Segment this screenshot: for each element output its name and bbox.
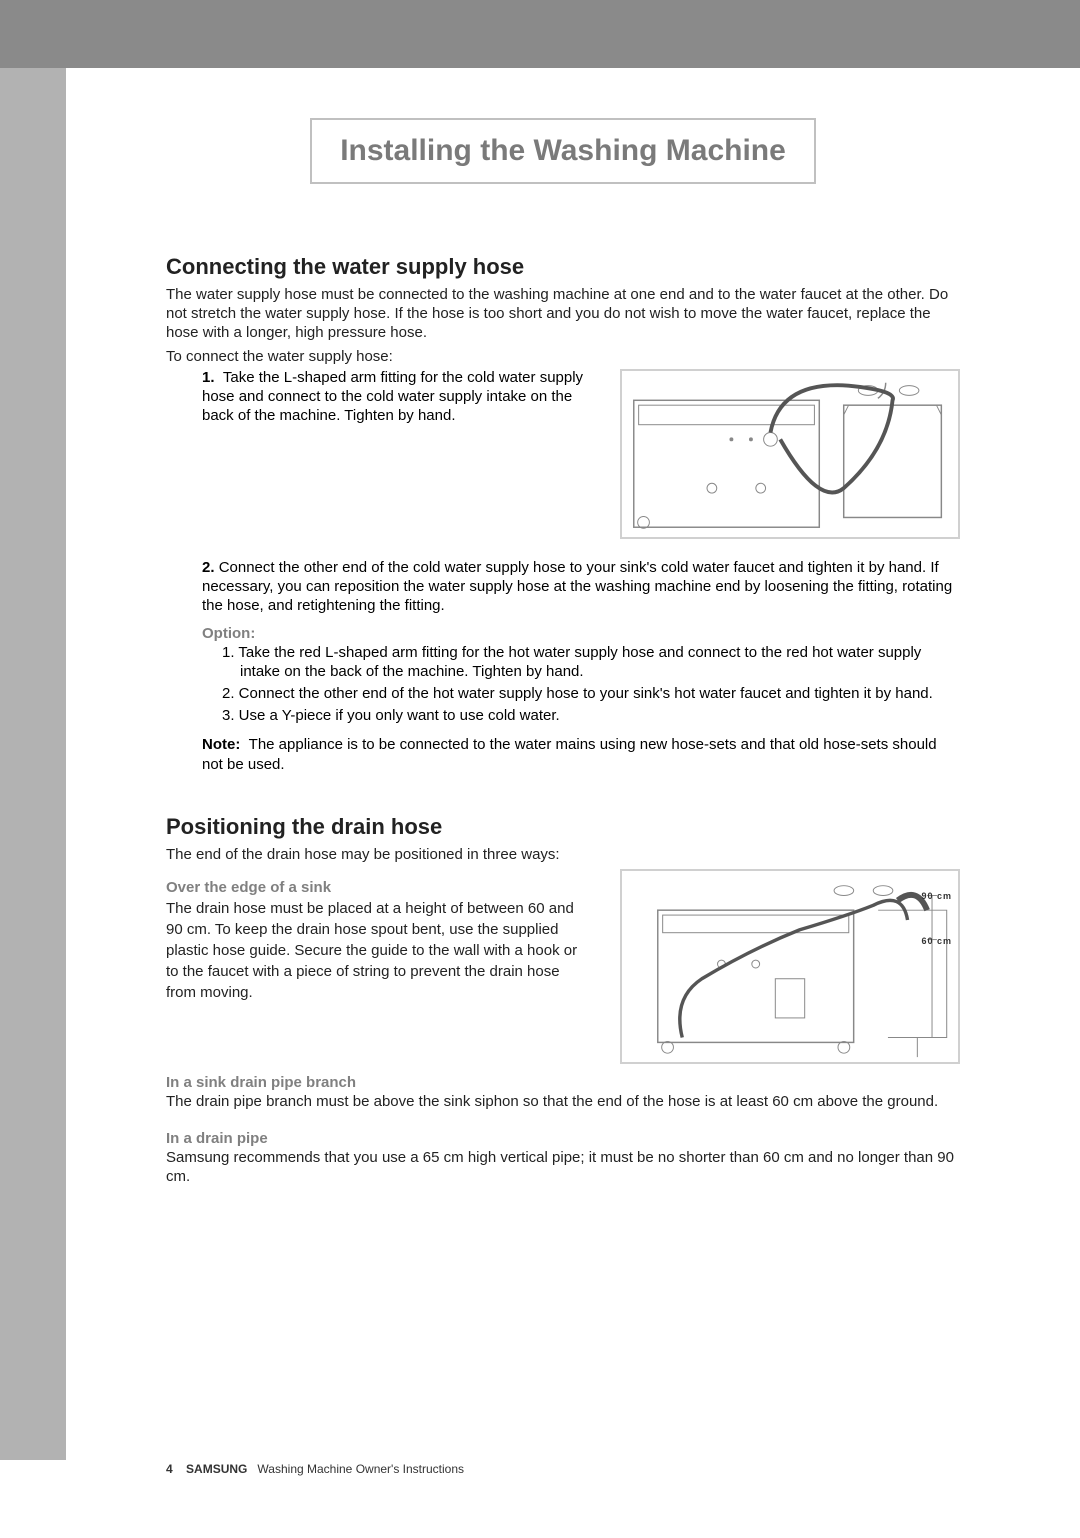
section2-intro: The end of the drain hose may be positio… [166, 846, 960, 865]
p-sink-branch: The drain pipe branch must be above the … [166, 1093, 960, 1112]
h3-over-sink: Over the edge of a sink [166, 879, 590, 896]
p-drain-pipe: Samsung recommends that you use a 65 cm … [166, 1149, 960, 1187]
left-gray-band [0, 68, 66, 1460]
label-60cm: 60 cm [921, 936, 952, 946]
figure-water-supply [620, 369, 960, 539]
label-90cm: 90 cm [921, 891, 952, 901]
note-label: Note: [202, 736, 240, 753]
section-drain-hose: Positioning the drain hose The end of th… [166, 814, 960, 1186]
section2-heading: Positioning the drain hose [166, 814, 960, 840]
footer-tail: Washing Machine Owner's Instructions [257, 1462, 464, 1476]
option-2: 2. Connect the other end of the hot wate… [222, 685, 960, 704]
page-content: Installing the Washing Machine Connectin… [66, 68, 1050, 1508]
footer-line: 4 SAMSUNG Washing Machine Owner's Instru… [166, 1462, 464, 1476]
drain-row: Over the edge of a sink The drain hose m… [166, 869, 960, 1064]
figure-drain-hose: 90 cm 60 cm [620, 869, 960, 1064]
option-list: 1. Take the red L-shaped arm fitting for… [166, 644, 960, 725]
step2-text: Connect the other end of the cold water … [202, 559, 952, 614]
section1-lead: To connect the water supply hose: [166, 348, 960, 367]
option-3: 3. Use a Y-piece if you only want to use… [222, 707, 960, 726]
step1-text-wrap: 1. Take the L-shaped arm fitting for the… [166, 369, 600, 539]
section-water-supply: Connecting the water supply hose The wat… [166, 254, 960, 774]
step1-item: 1. Take the L-shaped arm fitting for the… [166, 369, 600, 425]
p-over-sink: The drain hose must be placed at a heigh… [166, 898, 590, 1003]
page-number: 4 [166, 1462, 173, 1476]
h3-drain-pipe: In a drain pipe [166, 1130, 960, 1147]
h3-sink-branch: In a sink drain pipe branch [166, 1074, 960, 1091]
section1-intro: The water supply hose must be connected … [166, 286, 960, 342]
section1-heading: Connecting the water supply hose [166, 254, 960, 280]
drain-diagram-svg [622, 871, 958, 1062]
page-title: Installing the Washing Machine [340, 134, 786, 168]
footer-brand: SAMSUNG [186, 1462, 247, 1476]
note-text: The appliance is to be connected to the … [202, 736, 937, 773]
title-box: Installing the Washing Machine [310, 118, 816, 184]
note-block: Note: The appliance is to be connected t… [166, 735, 960, 774]
step1-text: Take the L-shaped arm fitting for the co… [202, 369, 583, 424]
step1-row: 1. Take the L-shaped arm fitting for the… [166, 369, 960, 539]
option-label: Option: [202, 625, 960, 642]
step2-item: 2. Connect the other end of the cold wat… [166, 559, 960, 615]
drain-text-a: Over the edge of a sink The drain hose m… [166, 869, 590, 1013]
supply-diagram-svg [622, 371, 958, 537]
option-1: 1. Take the red L-shaped arm fitting for… [222, 644, 960, 682]
top-gray-band [0, 0, 1080, 68]
